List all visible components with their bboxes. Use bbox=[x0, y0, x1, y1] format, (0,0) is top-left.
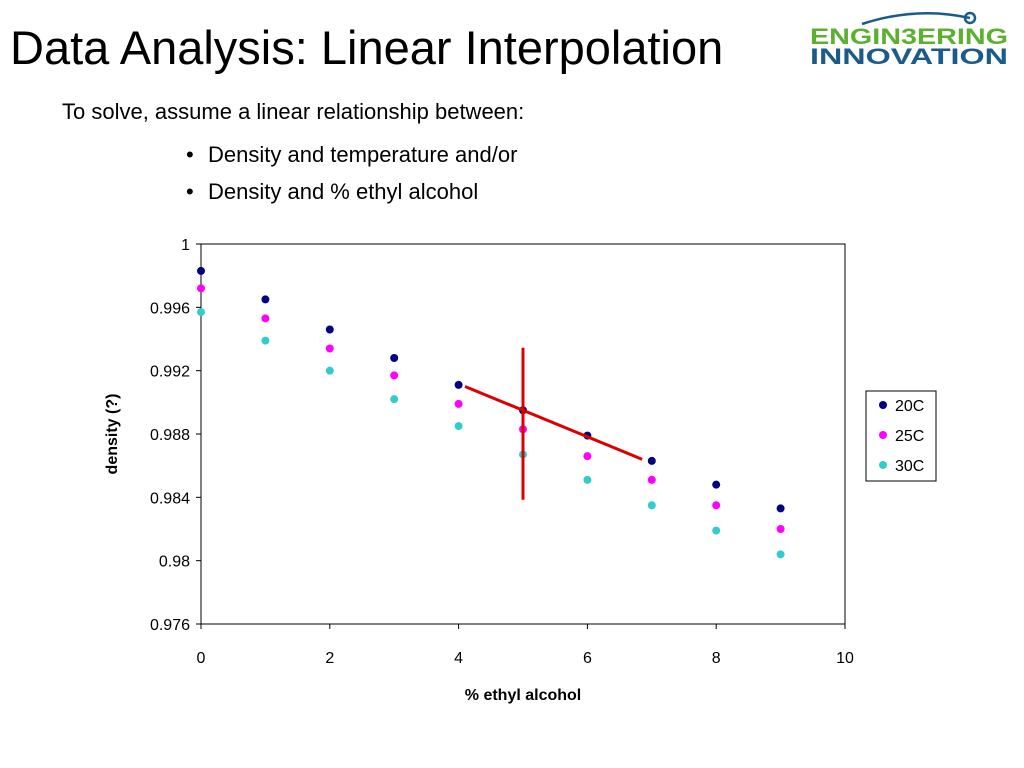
y-tick-label: 0.988 bbox=[150, 427, 190, 444]
data-point-20c bbox=[776, 504, 785, 513]
bullet-list: • Density and temperature and/or • Density… bbox=[186, 136, 517, 210]
data-point-25c bbox=[647, 475, 656, 484]
y-tick-label: 0.996 bbox=[150, 300, 190, 317]
x-tick-label: 4 bbox=[454, 650, 463, 667]
data-point-25c bbox=[583, 452, 592, 461]
x-tick-label: 10 bbox=[836, 650, 854, 667]
y-tick-label: 0.98 bbox=[159, 554, 190, 571]
data-point-30c bbox=[325, 366, 334, 375]
y-axis-label: density (?) bbox=[104, 394, 121, 475]
x-tick-label: 8 bbox=[712, 650, 721, 667]
data-point-25c bbox=[454, 399, 463, 408]
data-point-20c bbox=[647, 456, 656, 465]
legend-label-25c: 25C bbox=[895, 428, 924, 445]
y-tick-label: 0.984 bbox=[150, 490, 190, 507]
data-point-30c bbox=[647, 501, 656, 510]
orbit-arc-icon bbox=[861, 11, 971, 26]
bullet-text: Density and % ethyl alcohol bbox=[208, 179, 479, 204]
data-point-30c bbox=[712, 526, 721, 535]
legend-marker-25c bbox=[879, 431, 887, 439]
data-point-20c bbox=[325, 325, 334, 334]
data-point-30c bbox=[454, 422, 463, 431]
bullet-item: • Density and temperature and/or bbox=[186, 136, 517, 173]
legend-marker-20c bbox=[879, 401, 887, 409]
data-point-20c bbox=[197, 266, 205, 275]
intro-text: To solve, assume a linear relationship b… bbox=[62, 99, 525, 124]
data-point-25c bbox=[325, 344, 334, 353]
data-point-20c bbox=[712, 480, 721, 489]
bullet-text: Density and temperature and/or bbox=[208, 142, 518, 167]
bullet-dot: • bbox=[186, 179, 194, 204]
orbit-dot-icon bbox=[963, 11, 977, 25]
bullet-dot: • bbox=[186, 142, 194, 167]
y-tick-label: 0.976 bbox=[150, 617, 190, 634]
legend-label-20c: 20C bbox=[895, 398, 924, 415]
page-title: Data Analysis: Linear Interpolation bbox=[10, 21, 724, 74]
legend-box bbox=[865, 390, 937, 482]
data-point-30c bbox=[583, 475, 592, 484]
x-axis-label: % ethyl alcohol bbox=[465, 687, 581, 704]
data-point-20c bbox=[454, 380, 463, 389]
x-tick-label: 0 bbox=[197, 650, 206, 667]
bullet-item: • Density and % ethyl alcohol bbox=[186, 173, 517, 210]
data-point-25c bbox=[390, 371, 399, 380]
legend-marker-30c bbox=[879, 461, 887, 469]
x-tick-label: 2 bbox=[325, 650, 334, 667]
data-point-20c bbox=[390, 354, 399, 362]
data-point-30c bbox=[776, 550, 785, 559]
data-point-20c bbox=[261, 295, 270, 304]
logo-line2: INNOVATION bbox=[810, 44, 1008, 69]
legend-label-30c: 30C bbox=[895, 458, 924, 475]
interpolation-line bbox=[464, 385, 643, 461]
x-tick-label: 6 bbox=[583, 650, 592, 667]
data-point-30c bbox=[197, 308, 205, 317]
engineering-innovation-logo: ENGIN3ERING INNOVATION bbox=[810, 11, 1008, 69]
data-point-25c bbox=[261, 314, 270, 323]
data-point-30c bbox=[261, 336, 270, 345]
data-point-30c bbox=[390, 395, 399, 404]
y-tick-label: 1 bbox=[181, 237, 190, 254]
logo-line1: ENGIN3ERING bbox=[810, 24, 1008, 49]
data-point-25c bbox=[197, 284, 205, 293]
data-point-25c bbox=[776, 525, 785, 533]
y-tick-label: 0.992 bbox=[150, 364, 190, 381]
data-point-25c bbox=[712, 501, 721, 510]
